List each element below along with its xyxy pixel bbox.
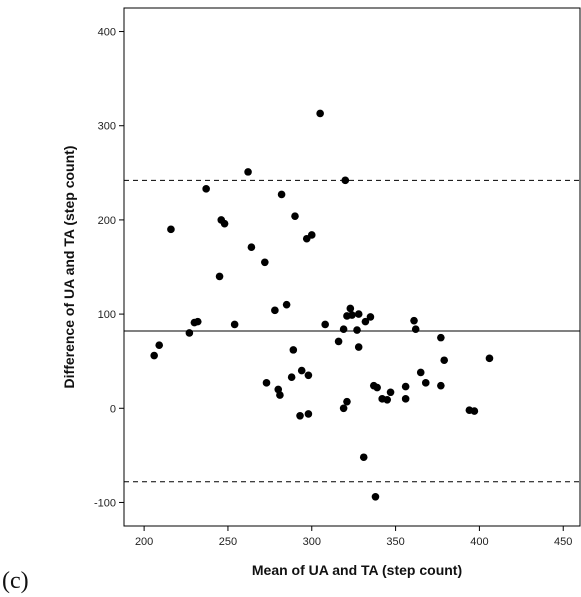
data-point bbox=[346, 304, 355, 313]
data-point bbox=[353, 326, 361, 334]
data-point bbox=[386, 388, 395, 397]
y-axis: -100 0 100 200 300 400 bbox=[94, 27, 124, 509]
data-point bbox=[297, 366, 306, 375]
data-point bbox=[470, 407, 479, 415]
x-axis: 200 250 300 350 400 450 bbox=[135, 526, 572, 548]
data-point bbox=[304, 371, 313, 380]
data-point bbox=[244, 168, 252, 176]
x-tick-label: 300 bbox=[303, 536, 321, 548]
data-point bbox=[261, 258, 269, 267]
y-tick-label: -100 bbox=[94, 497, 116, 509]
data-points bbox=[150, 109, 494, 501]
data-point bbox=[339, 325, 348, 333]
x-tick-label: 450 bbox=[554, 536, 572, 548]
data-point bbox=[366, 313, 375, 321]
data-point bbox=[316, 109, 324, 118]
data-point bbox=[304, 410, 313, 418]
data-point bbox=[401, 395, 410, 403]
data-point bbox=[287, 373, 296, 381]
y-tick-label: 0 bbox=[110, 403, 116, 415]
data-point bbox=[262, 379, 271, 387]
data-point bbox=[354, 310, 363, 318]
y-tick-label: 100 bbox=[98, 309, 116, 321]
data-point bbox=[247, 243, 256, 252]
data-point bbox=[421, 379, 430, 387]
data-point bbox=[276, 391, 284, 399]
data-point bbox=[383, 395, 392, 404]
data-point bbox=[339, 404, 348, 413]
data-point bbox=[271, 306, 279, 315]
data-point bbox=[230, 320, 239, 329]
data-point bbox=[359, 453, 368, 462]
data-point bbox=[437, 333, 445, 342]
data-point bbox=[307, 231, 316, 239]
data-point bbox=[348, 311, 356, 319]
data-point bbox=[334, 337, 343, 346]
data-point bbox=[321, 320, 329, 329]
data-point bbox=[202, 185, 210, 193]
data-point bbox=[282, 300, 291, 309]
data-point bbox=[354, 343, 363, 351]
data-point bbox=[361, 317, 370, 326]
y-tick-label: 200 bbox=[98, 215, 116, 227]
data-point bbox=[277, 190, 286, 199]
y-tick-label: 300 bbox=[98, 121, 116, 133]
plot-frame bbox=[123, 7, 581, 527]
data-point bbox=[296, 412, 304, 420]
y-axis-title: Difference of UA and TA (step count) bbox=[61, 146, 77, 389]
data-point bbox=[167, 225, 175, 234]
x-tick-label: 250 bbox=[219, 536, 237, 548]
x-axis-title: Mean of UA and TA (step count) bbox=[252, 562, 462, 578]
data-point bbox=[373, 383, 381, 392]
data-point bbox=[371, 493, 380, 501]
reference-lines bbox=[124, 179, 580, 483]
x-tick-label: 200 bbox=[135, 536, 153, 548]
data-point bbox=[485, 354, 494, 363]
data-point bbox=[437, 381, 445, 390]
data-point bbox=[440, 356, 449, 365]
data-point bbox=[215, 272, 224, 281]
x-tick-label: 350 bbox=[386, 536, 404, 548]
data-point bbox=[401, 382, 410, 391]
data-point bbox=[185, 329, 194, 337]
data-point bbox=[416, 368, 425, 377]
data-point bbox=[411, 325, 420, 333]
y-tick-label: 400 bbox=[98, 27, 116, 39]
data-point bbox=[410, 316, 418, 325]
data-point bbox=[155, 341, 164, 349]
data-point bbox=[291, 212, 299, 220]
data-point bbox=[341, 176, 350, 185]
x-tick-label: 400 bbox=[470, 536, 488, 548]
data-point bbox=[343, 397, 351, 406]
data-point bbox=[220, 219, 229, 228]
data-point bbox=[193, 317, 202, 326]
panel-label: (c) bbox=[2, 568, 29, 594]
data-point bbox=[289, 346, 298, 354]
data-point bbox=[150, 351, 158, 360]
